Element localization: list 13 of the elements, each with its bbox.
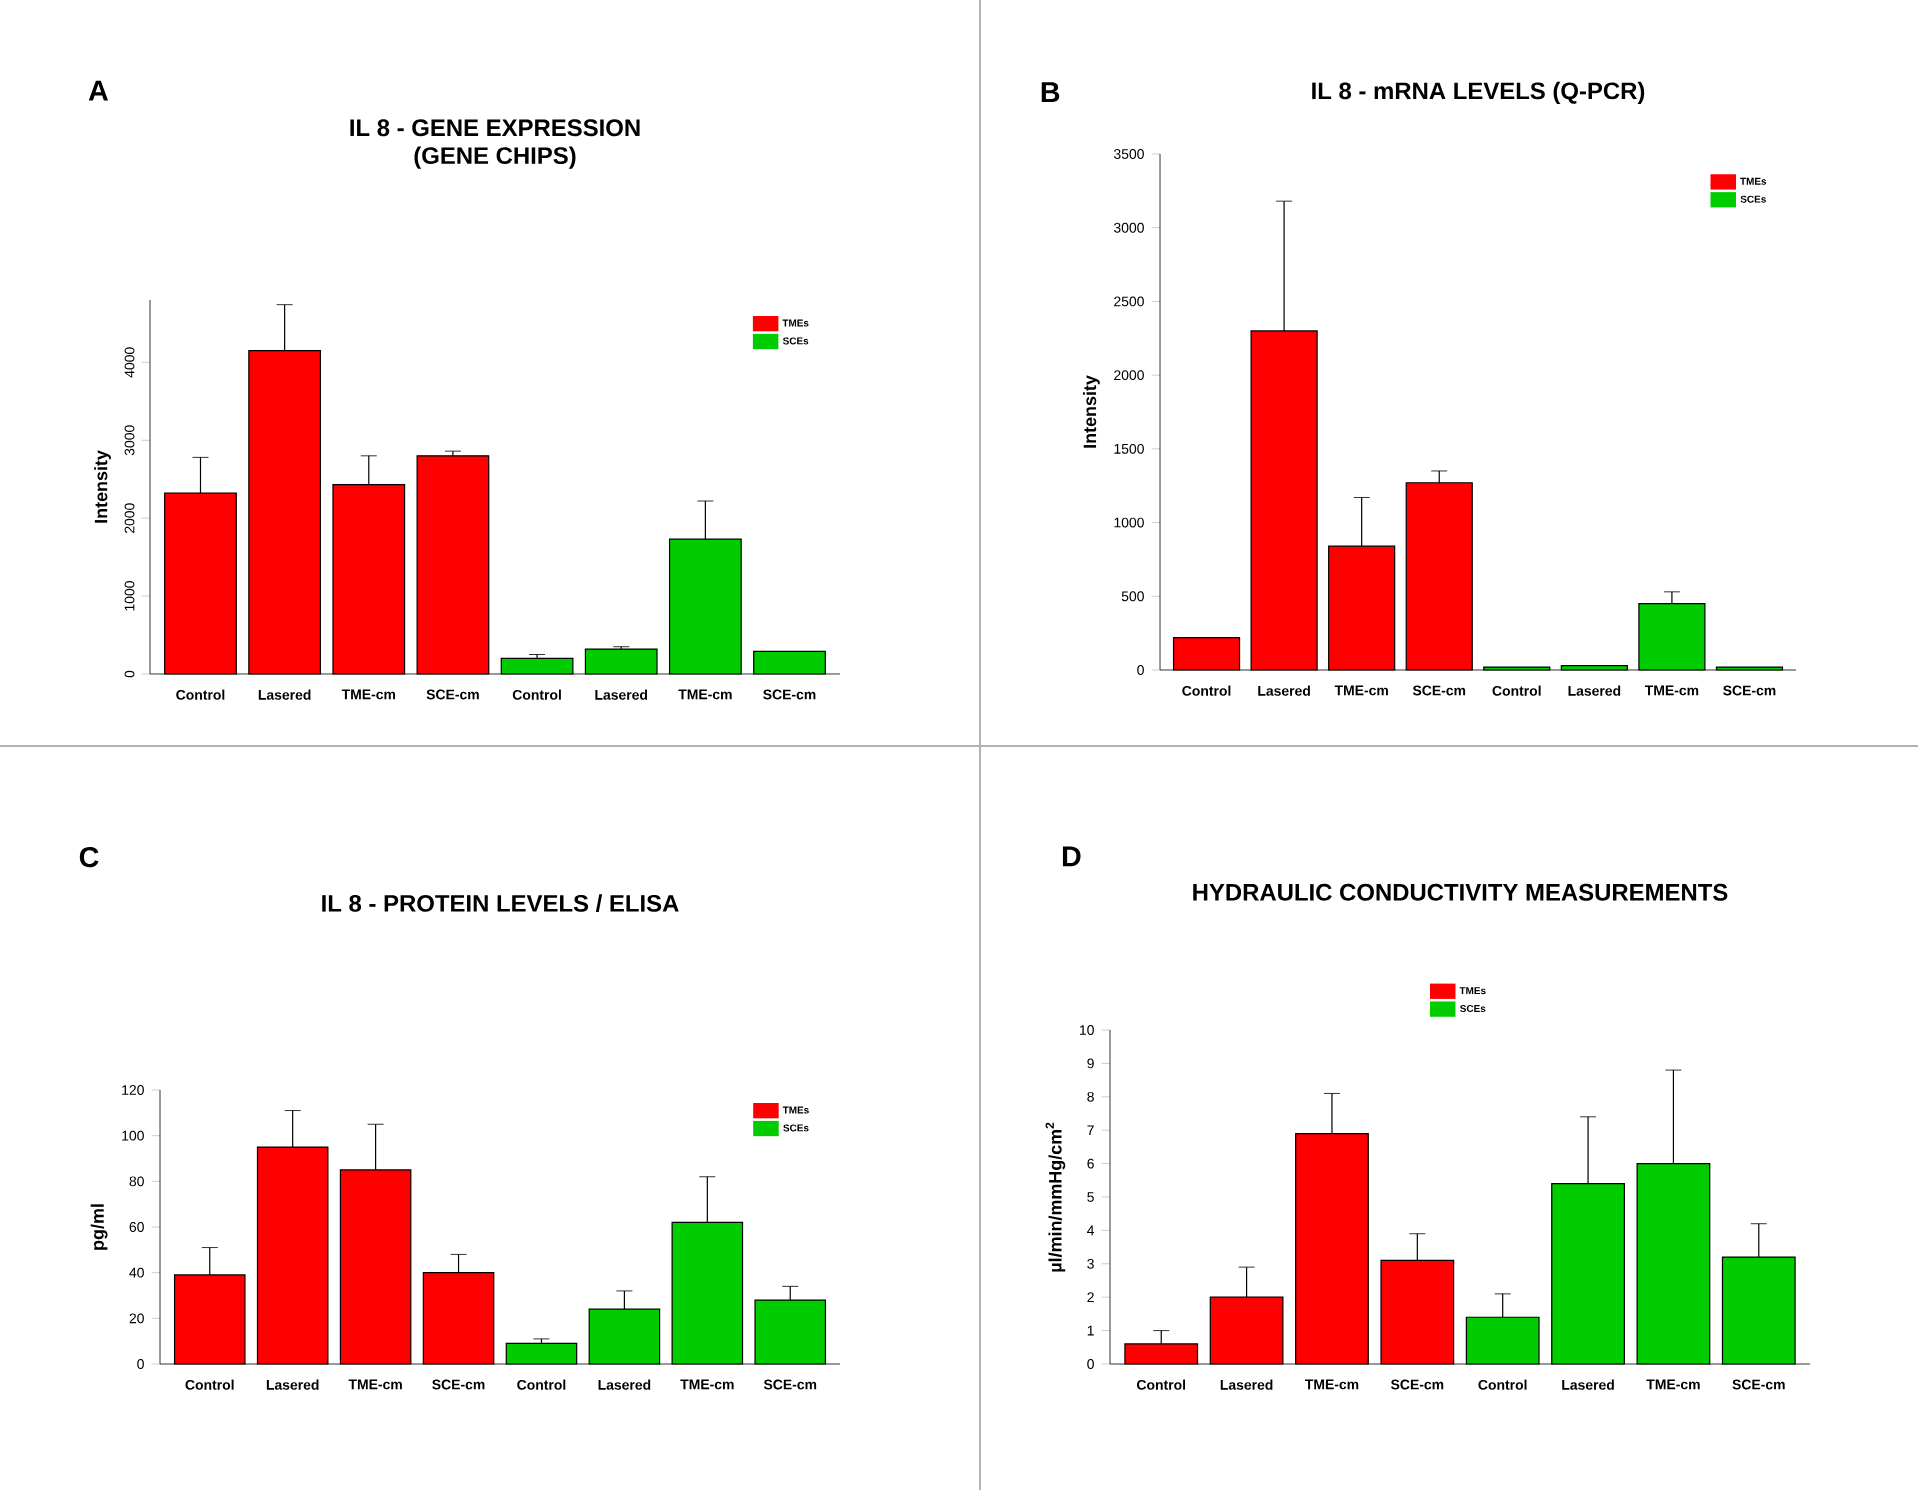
text: B — [1041, 82, 1060, 102]
y-axis-title: µl/min/mmHg/cm$^{2}$ — [1045, 1122, 1066, 1272]
text: A — [88, 80, 108, 101]
y-axis-title: pg/ml — [90, 1204, 108, 1250]
chart-title: HYDRAULIC CONDUCTIVITY MEASUREMENTS — [1193, 883, 1728, 901]
text: C — [79, 846, 99, 868]
y-axis-title: Intensity — [1083, 375, 1100, 448]
chart-title: IL 8 - mRNA LEVELS (Q-PCR) — [1312, 81, 1645, 105]
y-axis-title: Intensity — [94, 450, 111, 523]
chart-title: IL 8 - GENE EXPRESSION — [350, 119, 640, 137]
chart-subtitle: (GENE CHIPS) — [414, 146, 576, 169]
chart-title: IL 8 - PROTEIN LEVELS / ELISA — [322, 894, 679, 913]
text: D — [1062, 846, 1081, 867]
